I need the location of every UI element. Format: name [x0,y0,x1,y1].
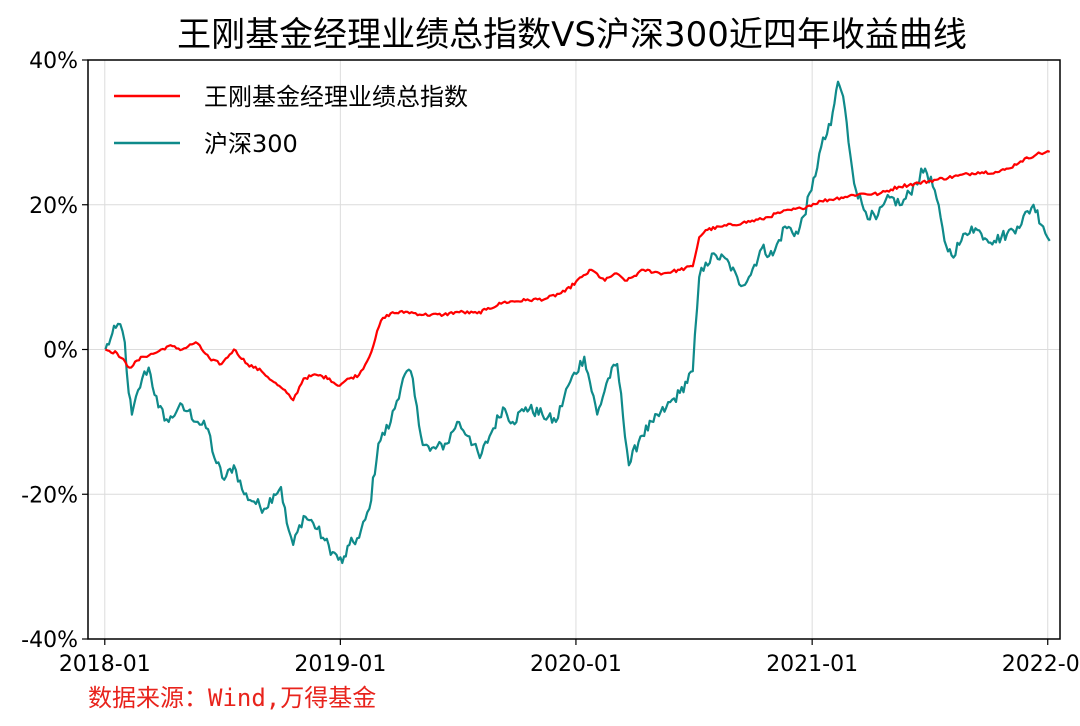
source-note: 数据来源：Wind,万得基金 [88,684,376,712]
x-tick-label: 2020-01 [530,652,622,677]
grid [88,60,1060,639]
chart-title: 王刚基金经理业绩总指数VS沪深300近四年收益曲线 [177,15,967,55]
y-axis: -40% -20% 0% 20% 40% [21,49,88,653]
x-tick-label: 2019-01 [294,652,386,677]
legend-label: 沪深300 [204,130,298,158]
y-tick-label: -40% [21,628,78,653]
x-tick-label: 2021-01 [766,652,858,677]
series-lines [104,80,1051,565]
legend-label: 王刚基金经理业绩总指数 [204,83,468,111]
x-axis: 2018-01 2019-01 2020-01 2021-01 2022-01 [59,639,1080,677]
x-tick-label: 2018-01 [59,652,151,677]
series-line-1 [104,150,1051,402]
x-tick-label: 2022-01 [1002,652,1080,677]
y-tick-label: 0% [43,339,78,364]
y-tick-label: 20% [29,194,78,219]
y-tick-label: 40% [29,49,78,74]
series-line-2 [104,80,1051,565]
y-tick-label: -20% [21,483,78,508]
